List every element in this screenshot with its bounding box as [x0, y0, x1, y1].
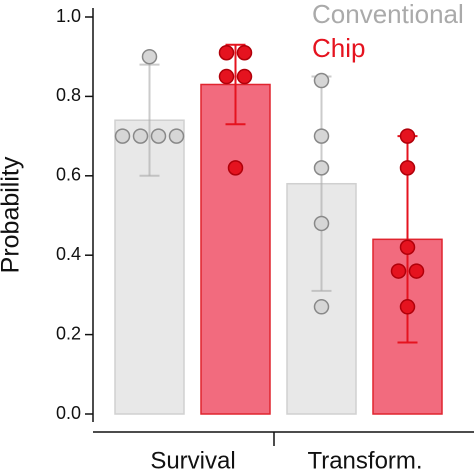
- y-tick-label: 0.0: [56, 403, 81, 423]
- data-point: [399, 128, 416, 144]
- data-point: [399, 239, 416, 256]
- data-point: [313, 299, 330, 315]
- legend-label: Chip: [312, 33, 365, 63]
- bar: [200, 83, 271, 415]
- data-point: [399, 299, 416, 315]
- data-point: [236, 44, 253, 61]
- y-tick-label: 1.0: [56, 6, 81, 26]
- data-point: [408, 263, 425, 279]
- y-tick-label: 0.4: [56, 244, 81, 264]
- data-point: [313, 215, 330, 232]
- y-tick-label: 0.8: [56, 85, 81, 105]
- data-point: [150, 128, 167, 144]
- legend-label: Conventional: [312, 0, 464, 29]
- x-tick-label: Survival: [150, 447, 235, 474]
- data-point: [236, 68, 253, 85]
- data-point: [132, 128, 149, 144]
- y-axis-label: Probability: [0, 156, 25, 273]
- y-tick-label: 0.6: [56, 165, 81, 185]
- data-point: [390, 263, 407, 279]
- x-tick-label: Transform.: [307, 447, 422, 474]
- y-tick-label: 0.2: [56, 323, 81, 343]
- data-point: [114, 128, 131, 144]
- data-point: [168, 128, 185, 144]
- data-point: [313, 128, 330, 144]
- data-point: [399, 160, 416, 176]
- data-point: [313, 72, 330, 89]
- data-point: [313, 160, 330, 176]
- data-point: [227, 160, 244, 176]
- data-point: [141, 48, 158, 65]
- data-point: [218, 44, 235, 61]
- data-point: [218, 68, 235, 85]
